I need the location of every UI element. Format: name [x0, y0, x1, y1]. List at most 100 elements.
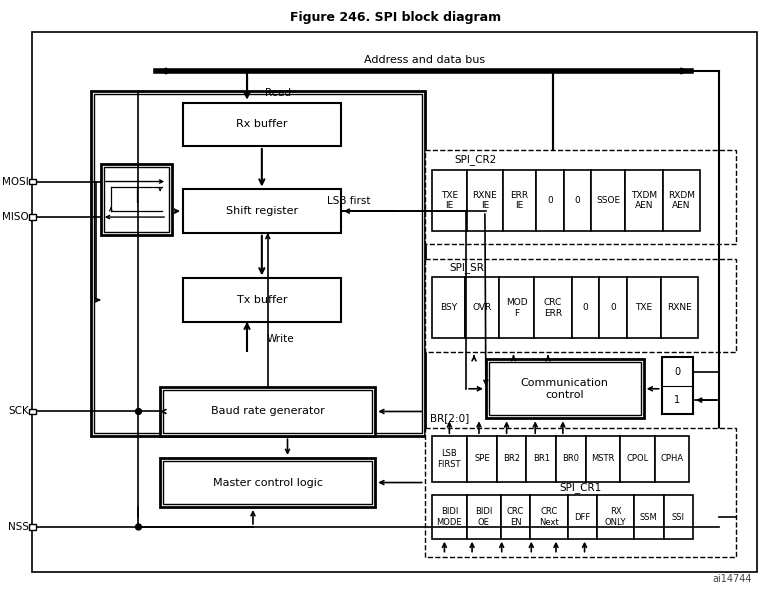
Bar	[527, 436, 556, 482]
Bar	[486, 359, 643, 419]
Bar	[467, 436, 497, 482]
Bar	[465, 278, 499, 339]
Text: LSB first: LSB first	[327, 196, 370, 206]
Text: RX
ONLY: RX ONLY	[605, 508, 626, 527]
Text: RXNE: RXNE	[667, 304, 692, 313]
Text: Tx buffer: Tx buffer	[237, 295, 287, 305]
Bar	[91, 91, 425, 436]
Text: BR1: BR1	[533, 454, 550, 463]
Text: 0: 0	[583, 304, 588, 313]
Bar	[432, 436, 467, 482]
Bar	[530, 495, 568, 539]
Text: 0: 0	[575, 196, 580, 205]
Bar	[534, 278, 572, 339]
Text: CRC
ERR: CRC ERR	[544, 298, 562, 317]
Text: RXDM
AEN: RXDM AEN	[668, 190, 695, 210]
Bar	[467, 170, 502, 231]
Bar	[654, 436, 689, 482]
Bar	[664, 495, 693, 539]
Bar	[572, 278, 599, 339]
Text: LSB
FIRST: LSB FIRST	[438, 449, 461, 468]
Text: BIDI
MODE: BIDI MODE	[436, 508, 462, 527]
Bar	[663, 170, 700, 231]
Bar	[586, 436, 620, 482]
Text: MSTR: MSTR	[591, 454, 615, 463]
Bar	[163, 461, 372, 504]
Bar	[94, 94, 421, 433]
Bar	[620, 436, 654, 482]
Bar	[183, 103, 340, 146]
Bar	[163, 390, 372, 433]
Circle shape	[136, 524, 142, 530]
Text: 1: 1	[675, 395, 680, 405]
Bar	[661, 278, 698, 339]
Text: SSOE: SSOE	[596, 196, 620, 205]
Bar	[425, 150, 735, 244]
Text: Figure 246. SPI block diagram: Figure 246. SPI block diagram	[290, 11, 501, 24]
Bar	[425, 428, 735, 557]
Text: CPOL: CPOL	[626, 454, 648, 463]
Text: SPI_CR1: SPI_CR1	[559, 482, 601, 493]
Bar	[564, 170, 591, 231]
Text: TXE
IE: TXE IE	[441, 190, 458, 210]
Text: Communication
control: Communication control	[521, 378, 609, 400]
Bar	[634, 495, 664, 539]
Text: Address and data bus: Address and data bus	[364, 55, 485, 65]
Bar	[183, 189, 340, 233]
Text: 0: 0	[610, 304, 616, 313]
Text: BSY: BSY	[440, 304, 457, 313]
Bar	[536, 170, 564, 231]
Text: Rx buffer: Rx buffer	[236, 119, 287, 129]
Bar	[502, 170, 536, 231]
Text: 0: 0	[675, 366, 680, 377]
Bar	[432, 495, 467, 539]
Text: RXNE
IE: RXNE IE	[473, 190, 497, 210]
Text: Baud rate generator: Baud rate generator	[211, 406, 325, 416]
Bar	[160, 387, 375, 436]
Bar	[597, 495, 634, 539]
Text: TXDM
AEN: TXDM AEN	[631, 190, 657, 210]
Text: BIDI
OE: BIDI OE	[475, 508, 492, 527]
Text: NSS: NSS	[8, 522, 29, 532]
Text: Shift register: Shift register	[226, 206, 298, 216]
Bar	[591, 170, 625, 231]
Bar	[556, 436, 586, 482]
Text: ai14744: ai14744	[713, 574, 753, 584]
Text: SPI_SR: SPI_SR	[449, 262, 485, 273]
Bar	[489, 362, 641, 416]
Text: CRC
EN: CRC EN	[507, 508, 524, 527]
Text: Master control logic: Master control logic	[213, 477, 323, 487]
Text: MISO: MISO	[2, 212, 29, 222]
Text: TXE: TXE	[635, 304, 652, 313]
Text: SPI_CR2: SPI_CR2	[454, 154, 496, 165]
Text: BR0: BR0	[562, 454, 580, 463]
Text: SCK: SCK	[8, 406, 29, 416]
Bar	[432, 278, 465, 339]
Bar	[499, 278, 534, 339]
Text: BR2: BR2	[503, 454, 520, 463]
Bar	[661, 357, 693, 415]
Text: SSI: SSI	[671, 512, 685, 522]
Text: DFF: DFF	[574, 512, 590, 522]
Text: ERR
IE: ERR IE	[510, 190, 528, 210]
Text: 0: 0	[547, 196, 553, 205]
Text: MOD
F: MOD F	[506, 298, 527, 317]
Text: CRC
Next: CRC Next	[539, 508, 559, 527]
Circle shape	[136, 409, 142, 415]
Text: OVR: OVR	[472, 304, 492, 313]
Text: MOSI: MOSI	[2, 177, 29, 187]
Bar	[101, 164, 172, 235]
Text: Write: Write	[266, 334, 294, 345]
Bar	[432, 170, 467, 231]
Bar	[599, 278, 627, 339]
Bar	[30, 409, 37, 415]
Bar	[568, 495, 597, 539]
Text: BR[2:0]: BR[2:0]	[430, 413, 469, 423]
Bar	[30, 178, 37, 184]
Bar	[30, 524, 37, 530]
Text: SSM: SSM	[640, 512, 657, 522]
Bar	[30, 214, 37, 220]
Bar	[497, 436, 527, 482]
Bar	[627, 278, 661, 339]
Bar	[104, 167, 169, 232]
